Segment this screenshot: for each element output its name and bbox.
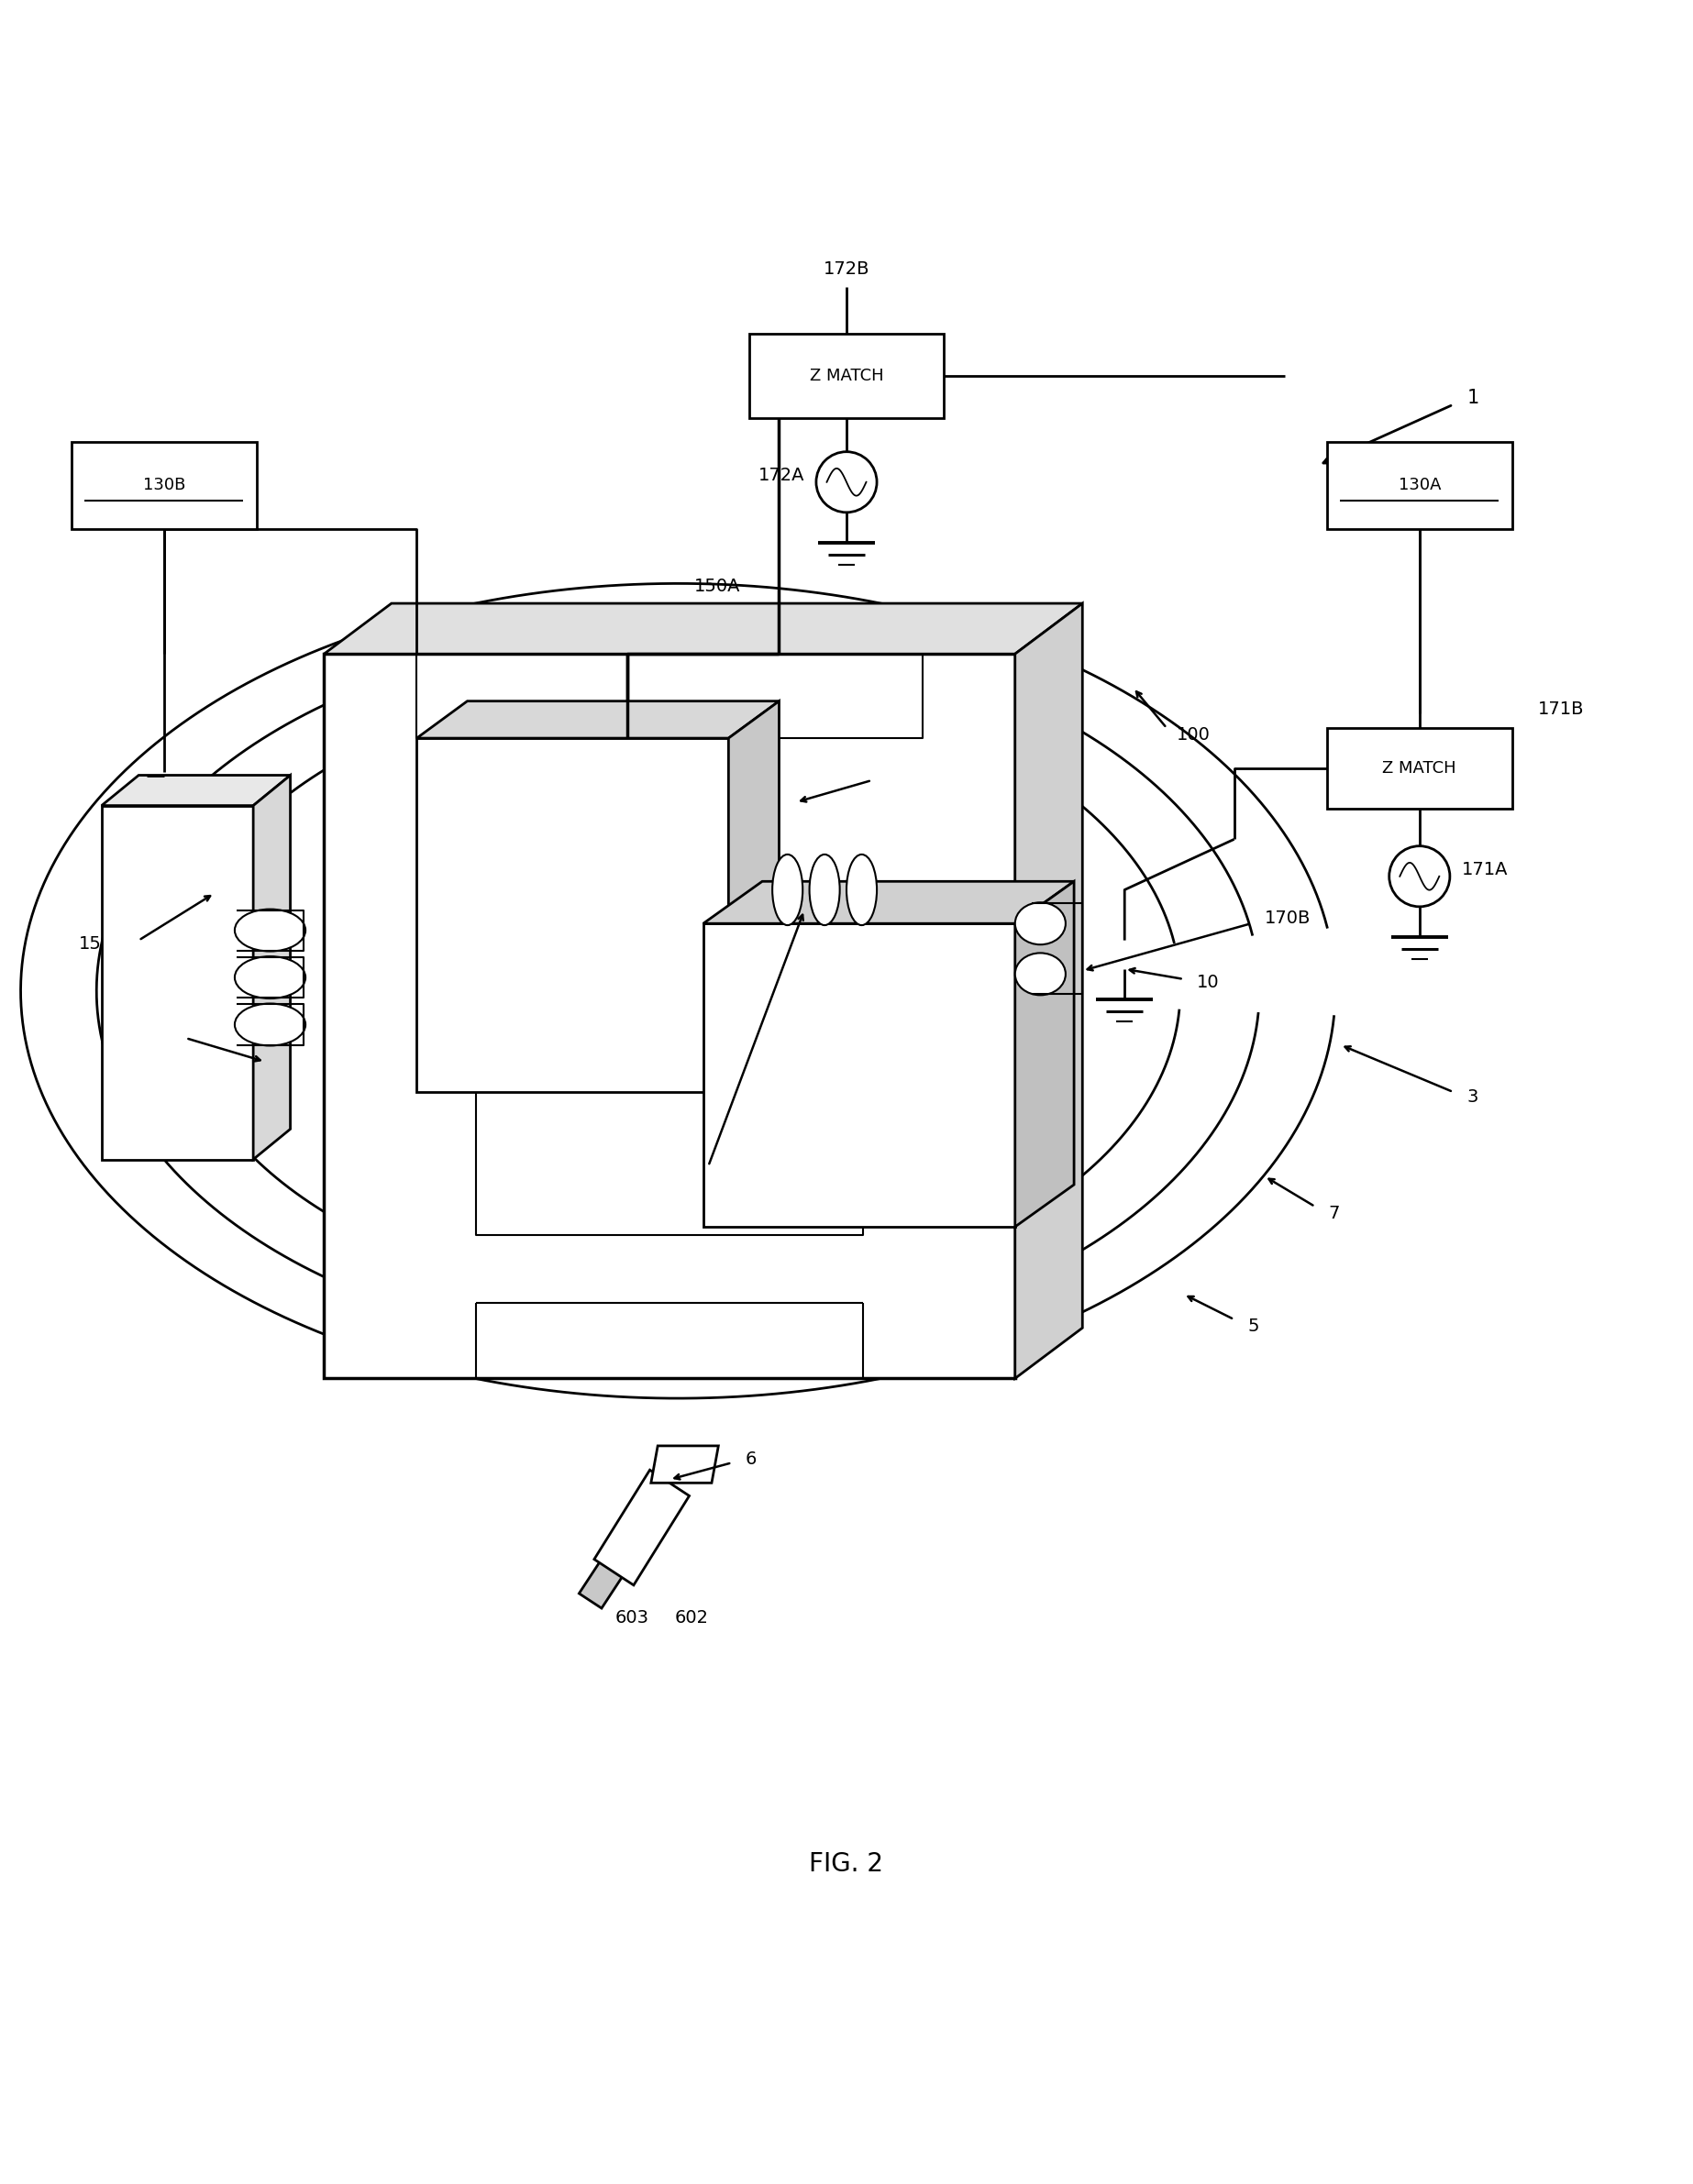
Text: Z MATCH: Z MATCH [1383,760,1456,778]
Polygon shape [102,775,290,806]
Text: 7: 7 [1329,1206,1339,1223]
Polygon shape [728,701,779,1092]
Ellipse shape [235,909,305,952]
Text: 130A: 130A [1398,476,1441,494]
FancyBboxPatch shape [750,334,943,417]
Polygon shape [102,806,254,1160]
Text: 172B: 172B [823,260,870,277]
Polygon shape [652,1446,718,1483]
FancyBboxPatch shape [1327,727,1512,808]
Text: 3: 3 [1466,1088,1478,1105]
Text: 150A: 150A [694,579,740,596]
Polygon shape [323,653,1016,1378]
Text: 10: 10 [1197,974,1219,992]
Text: 5: 5 [1248,1317,1260,1334]
Polygon shape [323,603,1082,653]
Text: 130B: 130B [142,476,185,494]
Ellipse shape [235,1002,305,1046]
FancyBboxPatch shape [1327,441,1512,529]
Polygon shape [594,1470,689,1586]
Text: 100: 100 [1177,725,1210,743]
Text: 170A: 170A [884,767,929,784]
Text: 171A: 171A [1461,860,1508,878]
Text: 1: 1 [1466,389,1480,406]
Polygon shape [416,701,779,738]
FancyBboxPatch shape [71,441,257,529]
Ellipse shape [772,854,802,926]
Polygon shape [703,882,1073,924]
Text: 602: 602 [674,1610,708,1627]
Text: 400: 400 [714,1168,748,1186]
Ellipse shape [1016,952,1065,996]
Text: FIG. 2: FIG. 2 [809,1850,884,1876]
Text: Z MATCH: Z MATCH [809,367,884,384]
Polygon shape [1016,603,1082,1378]
Text: 170B: 170B [1265,911,1310,928]
Polygon shape [416,738,728,1092]
Ellipse shape [1016,902,1065,943]
Polygon shape [1016,882,1073,1227]
Text: 6: 6 [745,1450,757,1468]
Text: 150B: 150B [80,935,125,952]
Ellipse shape [809,854,840,926]
Circle shape [1390,845,1449,906]
Ellipse shape [235,957,305,998]
Text: 172A: 172A [758,467,804,485]
Ellipse shape [846,854,877,926]
Circle shape [816,452,877,513]
Polygon shape [703,924,1016,1227]
Text: 400: 400 [139,1024,173,1042]
Polygon shape [254,775,290,1160]
Text: 603: 603 [616,1610,650,1627]
Polygon shape [579,1485,672,1607]
Text: 171B: 171B [1537,701,1585,719]
